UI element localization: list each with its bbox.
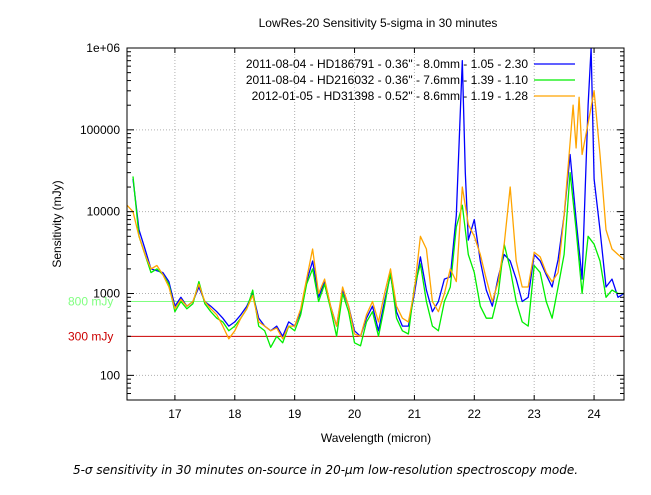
x-tick-label: 21	[408, 407, 422, 421]
x-tick-label: 23	[528, 407, 542, 421]
x-tick-label: 24	[587, 407, 601, 421]
y-tick-label: 1e+06	[86, 41, 120, 55]
series-line-1	[132, 48, 624, 337]
series-line-2	[132, 171, 624, 348]
y-tick-label: 100000	[80, 123, 120, 137]
reference-lines: 800 mJy 300 mJy	[68, 294, 624, 343]
legend-label-2: 2011-08-04 - HD216032 - 0.36" - 7.6mm - …	[246, 73, 529, 87]
y-tick-label: 1000	[93, 287, 120, 301]
figure-caption: 5-σ sensitivity in 30 minutes on-source …	[72, 463, 579, 477]
reference-line-label: 300 mJy	[68, 329, 113, 343]
x-tick-label: 19	[288, 407, 302, 421]
series-line-3	[127, 90, 624, 340]
y-tick-label: 100	[100, 368, 120, 382]
chart-title: LowRes-20 Sensitivity 5-sigma in 30 minu…	[259, 16, 498, 30]
axis-ticks: 17 18 19 20 21 22 23 24 100 1000 10000 100000 1e+06	[80, 41, 624, 421]
reference-line-label: 800 mJy	[68, 294, 113, 308]
x-tick-label: 18	[228, 407, 242, 421]
y-axis-label: Sensitivity (mJy)	[50, 180, 64, 267]
x-tick-label: 17	[168, 407, 182, 421]
x-axis-label: Wavelength (micron)	[321, 431, 431, 445]
legend: 2011-08-04 - HD186791 - 0.36" - 8.0mm - …	[246, 57, 575, 103]
y-tick-label: 10000	[87, 205, 121, 219]
series-lines	[127, 48, 624, 348]
sensitivity-chart: LowRes-20 Sensitivity 5-sigma in 30 minu…	[50, 16, 625, 445]
legend-label-1: 2011-08-04 - HD186791 - 0.36" - 8.0mm - …	[246, 57, 529, 71]
legend-label-3: 2012-01-05 - HD31398 - 0.52" - 8.6mm - 1…	[252, 89, 529, 103]
x-tick-label: 22	[468, 407, 482, 421]
x-tick-label: 20	[348, 407, 362, 421]
